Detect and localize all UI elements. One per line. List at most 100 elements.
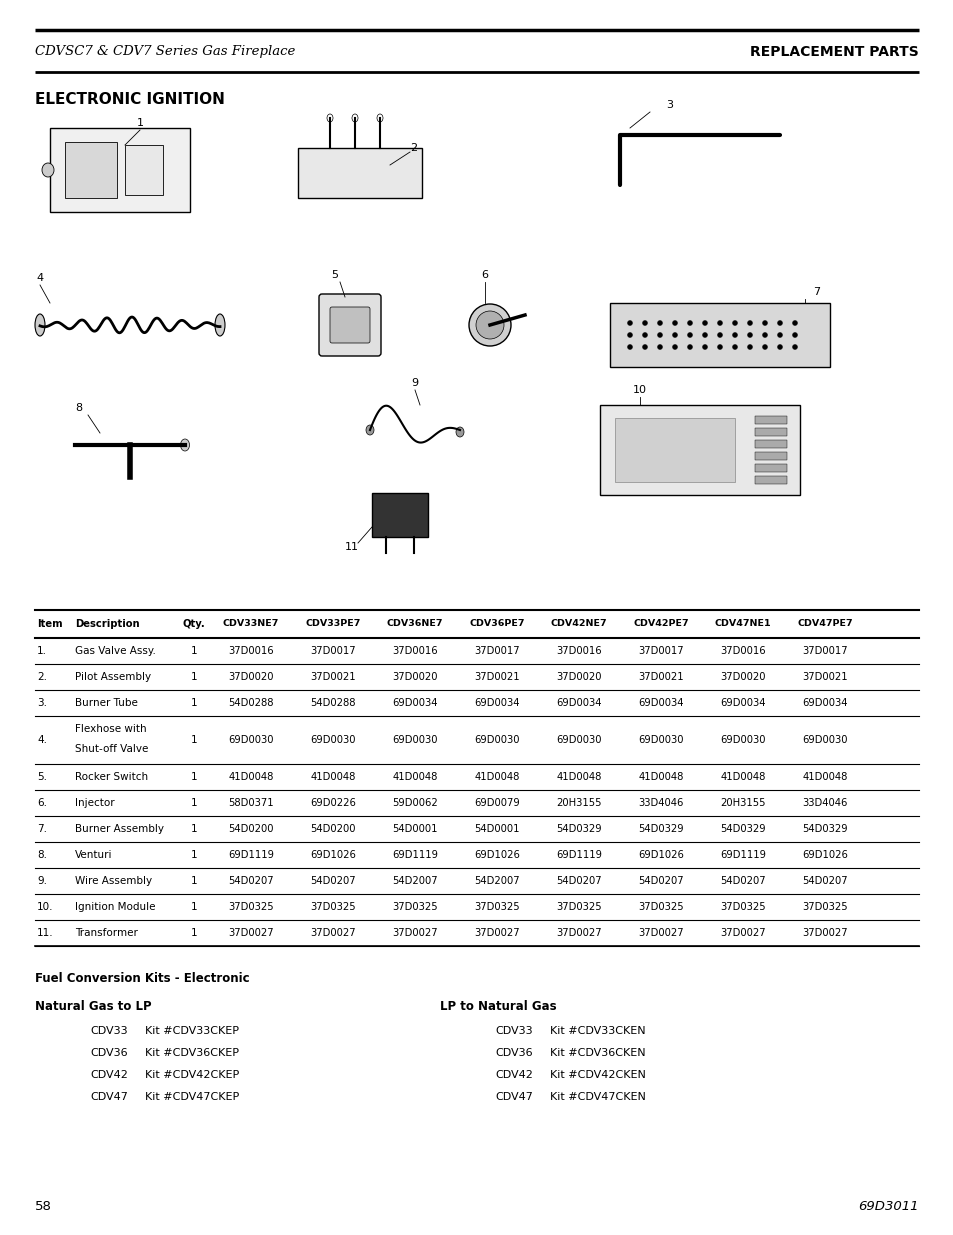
Ellipse shape bbox=[792, 321, 797, 326]
Ellipse shape bbox=[657, 321, 661, 326]
Text: Burner Assembly: Burner Assembly bbox=[75, 824, 164, 834]
Text: 54D0329: 54D0329 bbox=[638, 824, 683, 834]
Text: 8: 8 bbox=[75, 403, 82, 412]
Text: 2: 2 bbox=[410, 143, 416, 153]
Text: 1: 1 bbox=[191, 824, 197, 834]
Ellipse shape bbox=[180, 438, 190, 451]
Text: CDV47: CDV47 bbox=[495, 1092, 533, 1102]
Text: 54D0001: 54D0001 bbox=[474, 824, 519, 834]
Text: 69D1026: 69D1026 bbox=[801, 850, 847, 860]
Ellipse shape bbox=[761, 332, 767, 337]
Text: 4.: 4. bbox=[37, 735, 47, 745]
Text: 37D0325: 37D0325 bbox=[801, 902, 847, 913]
Ellipse shape bbox=[777, 321, 781, 326]
Text: Rocker Switch: Rocker Switch bbox=[75, 772, 148, 782]
Text: 69D1026: 69D1026 bbox=[474, 850, 519, 860]
Text: 37D0027: 37D0027 bbox=[474, 927, 519, 939]
Text: 37D0017: 37D0017 bbox=[310, 646, 355, 656]
Text: 69D0079: 69D0079 bbox=[474, 798, 519, 808]
Text: 69D0034: 69D0034 bbox=[720, 698, 765, 708]
Text: 41D0048: 41D0048 bbox=[228, 772, 274, 782]
Ellipse shape bbox=[657, 332, 661, 337]
Text: 69D0226: 69D0226 bbox=[310, 798, 355, 808]
Text: 54D0207: 54D0207 bbox=[638, 876, 683, 885]
Text: 69D1026: 69D1026 bbox=[310, 850, 355, 860]
Text: 69D0030: 69D0030 bbox=[720, 735, 765, 745]
Text: Kit #CDV36CKEN: Kit #CDV36CKEN bbox=[550, 1049, 645, 1058]
Text: CDV36NE7: CDV36NE7 bbox=[386, 620, 443, 629]
Text: 8.: 8. bbox=[37, 850, 47, 860]
Text: Fuel Conversion Kits - Electronic: Fuel Conversion Kits - Electronic bbox=[35, 972, 250, 984]
FancyBboxPatch shape bbox=[599, 405, 800, 495]
Text: 69D0030: 69D0030 bbox=[392, 735, 437, 745]
FancyBboxPatch shape bbox=[754, 475, 786, 484]
Text: 9: 9 bbox=[411, 378, 418, 388]
Ellipse shape bbox=[777, 332, 781, 337]
Text: 37D0021: 37D0021 bbox=[638, 672, 683, 682]
Text: 41D0048: 41D0048 bbox=[474, 772, 519, 782]
FancyBboxPatch shape bbox=[125, 144, 163, 195]
Text: 37D0027: 37D0027 bbox=[310, 927, 355, 939]
Text: REPLACEMENT PARTS: REPLACEMENT PARTS bbox=[749, 44, 918, 59]
Text: 1: 1 bbox=[191, 735, 197, 745]
Ellipse shape bbox=[717, 345, 721, 350]
Text: Pilot Assembly: Pilot Assembly bbox=[75, 672, 151, 682]
FancyBboxPatch shape bbox=[754, 416, 786, 424]
Ellipse shape bbox=[627, 345, 632, 350]
Text: 37D0016: 37D0016 bbox=[392, 646, 437, 656]
Text: 54D0200: 54D0200 bbox=[310, 824, 355, 834]
Text: 37D0027: 37D0027 bbox=[720, 927, 765, 939]
Text: 37D0021: 37D0021 bbox=[474, 672, 519, 682]
Text: Venturi: Venturi bbox=[75, 850, 112, 860]
Text: Wire Assembly: Wire Assembly bbox=[75, 876, 152, 885]
Text: Natural Gas to LP: Natural Gas to LP bbox=[35, 999, 152, 1013]
Text: CDV47: CDV47 bbox=[90, 1092, 128, 1102]
Text: 37D0021: 37D0021 bbox=[801, 672, 847, 682]
Ellipse shape bbox=[732, 321, 737, 326]
Text: 54D0001: 54D0001 bbox=[392, 824, 437, 834]
Text: 37D0325: 37D0325 bbox=[638, 902, 683, 913]
Text: Injector: Injector bbox=[75, 798, 114, 808]
Ellipse shape bbox=[687, 332, 692, 337]
Text: 37D0020: 37D0020 bbox=[556, 672, 601, 682]
Text: 54D2007: 54D2007 bbox=[392, 876, 437, 885]
Text: 37D0325: 37D0325 bbox=[556, 902, 601, 913]
FancyBboxPatch shape bbox=[65, 142, 117, 198]
Ellipse shape bbox=[687, 345, 692, 350]
Text: 54D0207: 54D0207 bbox=[720, 876, 765, 885]
FancyBboxPatch shape bbox=[754, 440, 786, 448]
Text: 10.: 10. bbox=[37, 902, 53, 913]
Text: 69D1119: 69D1119 bbox=[556, 850, 601, 860]
Text: LP to Natural Gas: LP to Natural Gas bbox=[439, 999, 556, 1013]
Text: 20H3155: 20H3155 bbox=[556, 798, 601, 808]
Text: 37D0027: 37D0027 bbox=[801, 927, 847, 939]
Text: 54D0207: 54D0207 bbox=[228, 876, 274, 885]
Text: 41D0048: 41D0048 bbox=[310, 772, 355, 782]
FancyBboxPatch shape bbox=[615, 417, 734, 482]
Text: 54D0329: 54D0329 bbox=[720, 824, 765, 834]
Text: 37D0027: 37D0027 bbox=[556, 927, 601, 939]
Text: 37D0325: 37D0325 bbox=[228, 902, 274, 913]
Text: 33D4046: 33D4046 bbox=[638, 798, 683, 808]
Text: ELECTRONIC IGNITION: ELECTRONIC IGNITION bbox=[35, 93, 225, 107]
Text: 69D1119: 69D1119 bbox=[720, 850, 765, 860]
Text: 54D0207: 54D0207 bbox=[801, 876, 847, 885]
Text: Kit #CDV42CKEP: Kit #CDV42CKEP bbox=[145, 1070, 239, 1081]
Ellipse shape bbox=[657, 345, 661, 350]
Ellipse shape bbox=[761, 321, 767, 326]
Text: 37D0016: 37D0016 bbox=[720, 646, 765, 656]
Text: CDV47PE7: CDV47PE7 bbox=[797, 620, 852, 629]
Text: 58: 58 bbox=[35, 1200, 51, 1214]
Text: 54D0207: 54D0207 bbox=[556, 876, 601, 885]
Text: 37D0020: 37D0020 bbox=[228, 672, 274, 682]
Text: 69D0030: 69D0030 bbox=[556, 735, 601, 745]
Text: CDV33PE7: CDV33PE7 bbox=[305, 620, 360, 629]
Text: 20H3155: 20H3155 bbox=[720, 798, 765, 808]
Text: CDV36: CDV36 bbox=[495, 1049, 532, 1058]
Text: 54D2007: 54D2007 bbox=[474, 876, 519, 885]
Text: 6: 6 bbox=[481, 270, 488, 280]
Text: Kit #CDV47CKEN: Kit #CDV47CKEN bbox=[550, 1092, 645, 1102]
Text: 1: 1 bbox=[136, 119, 143, 128]
Text: CDV33NE7: CDV33NE7 bbox=[223, 620, 279, 629]
FancyBboxPatch shape bbox=[372, 493, 428, 537]
